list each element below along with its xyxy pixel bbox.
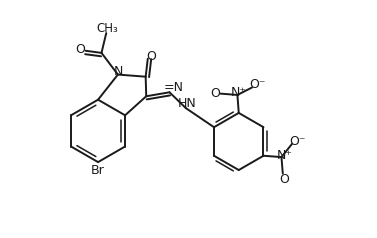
Text: N: N (114, 65, 123, 79)
Text: O⁻: O⁻ (290, 135, 306, 148)
Text: O: O (210, 87, 221, 99)
Text: O: O (146, 50, 156, 63)
Text: O: O (75, 43, 85, 56)
Text: O: O (279, 173, 289, 186)
Text: N⁺: N⁺ (277, 149, 293, 162)
Text: Br: Br (91, 164, 105, 177)
Text: HN: HN (178, 97, 196, 110)
Text: N⁺: N⁺ (230, 86, 247, 99)
Text: O⁻: O⁻ (250, 78, 266, 91)
Text: =N: =N (164, 81, 184, 94)
Text: CH₃: CH₃ (96, 22, 118, 35)
